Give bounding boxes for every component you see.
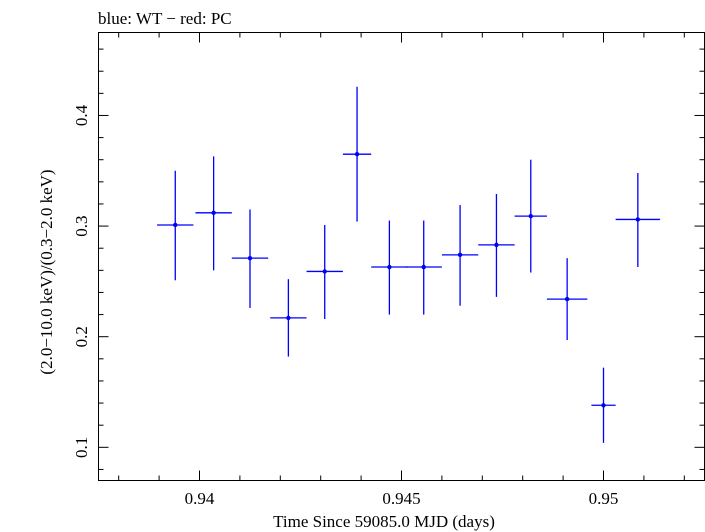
y-tick-label: 0.3 [72, 215, 91, 236]
axis-ticks [98, 32, 705, 481]
data-point [441, 205, 479, 306]
data-point [478, 194, 515, 297]
plot-frame [98, 32, 705, 481]
point-marker [247, 255, 253, 261]
data-points [157, 86, 661, 443]
data-point [306, 224, 343, 319]
point-marker [564, 296, 570, 302]
x-axis-label: Time Since 59085.0 MJD (days) [273, 512, 495, 531]
y-axis-label: (2.0−10.0 keV)/(0.3−2.0 keV) [37, 169, 56, 374]
y-tick-label: 0.4 [72, 104, 91, 126]
point-marker [322, 269, 327, 274]
point-marker [173, 222, 178, 228]
point-marker [286, 315, 291, 321]
data-point [405, 220, 442, 315]
point-marker [387, 264, 392, 270]
point-marker [635, 217, 641, 222]
x-tick-label: 0.94 [185, 489, 215, 508]
data-point [591, 367, 616, 443]
point-marker [421, 264, 426, 270]
point-marker [211, 210, 216, 216]
data-point [615, 172, 661, 268]
point-marker [457, 252, 463, 258]
point-marker [354, 151, 360, 157]
y-tick-label: 0.2 [72, 326, 91, 347]
x-tick-label: 0.945 [382, 489, 420, 508]
data-point [342, 86, 372, 222]
y-tick-label: 0.1 [72, 437, 91, 458]
data-point [157, 170, 194, 281]
point-marker [528, 213, 533, 219]
data-point [371, 220, 408, 315]
data-point [231, 209, 269, 308]
x-tick-label: 0.95 [589, 489, 619, 508]
data-point [195, 156, 232, 271]
data-point [546, 258, 588, 341]
point-marker [494, 242, 499, 248]
point-marker [601, 403, 606, 408]
x-tick-labels: 0.94 0.945 0.95 [185, 489, 619, 508]
data-point [514, 159, 547, 273]
data-point [270, 279, 307, 357]
y-tick-labels: 0.1 0.2 0.3 0.4 [72, 104, 91, 458]
chart-title: blue: WT − red: PC [98, 9, 232, 28]
